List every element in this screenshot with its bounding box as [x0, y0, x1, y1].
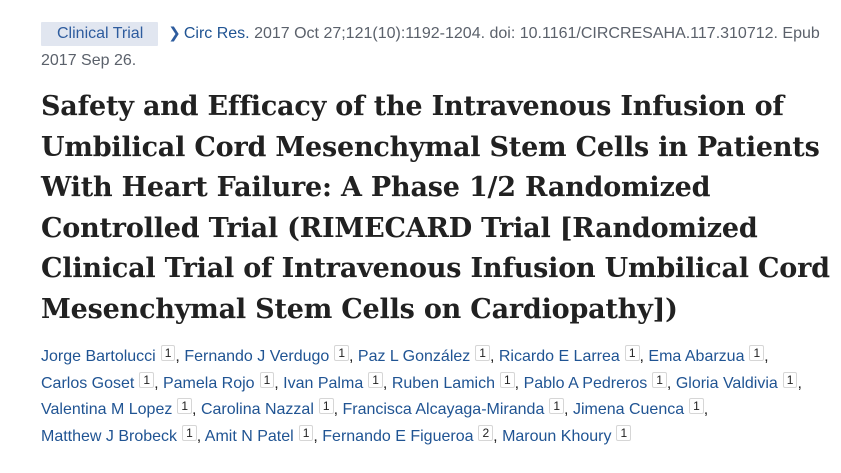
author-separator: ,	[313, 427, 318, 445]
author-name-link[interactable]: Valentina M Lopez	[41, 401, 173, 418]
author-separator: ,	[349, 348, 354, 365]
affiliation-badge[interactable]: 1	[139, 371, 155, 388]
affiliation-badge[interactable]: 2	[478, 424, 494, 441]
author-separator: ,	[175, 348, 180, 365]
author-item: Jorge Bartolucci 1,	[41, 345, 180, 365]
affiliation-badge[interactable]: 1	[549, 398, 565, 414]
affiliation-badge[interactable]: 1	[475, 345, 490, 361]
affiliation-badge[interactable]: 1	[749, 345, 765, 361]
journal-link[interactable]: Circ Res.	[183, 25, 250, 42]
author-item: Gloria Valdivia 1,	[675, 371, 802, 392]
affiliation-badge[interactable]: 1	[624, 345, 640, 361]
author-separator: ,	[274, 374, 279, 392]
affiliation-badge[interactable]: 1	[160, 345, 176, 361]
author-name-link[interactable]: Pamela Rojo	[162, 374, 255, 392]
author-name-link[interactable]: Jorge Bartolucci	[41, 348, 156, 365]
publication-type-badge[interactable]: Clinical Trial	[41, 22, 159, 46]
affiliation-badge[interactable]: 1	[499, 371, 515, 388]
author-separator: ,	[382, 374, 388, 392]
author-item: Ema Abarzua 1,	[648, 345, 769, 365]
author-separator: ,	[196, 427, 202, 445]
author-separator: ,	[493, 427, 498, 445]
author-name-link[interactable]: Francisca Alcayaga-Miranda	[342, 401, 545, 418]
chevron-right-icon[interactable]: ❯	[168, 25, 181, 42]
author-item: Ivan Palma 1,	[283, 371, 388, 392]
author-item: Fernando E Figueroa 2,	[322, 424, 498, 445]
author-item: Ricardo E Larrea 1,	[498, 345, 644, 365]
author-name-link[interactable]: Amit N Patel	[204, 427, 294, 445]
author-separator: ,	[797, 374, 802, 392]
author-name-link[interactable]: Pablo A Pedreros	[523, 374, 648, 392]
author-separator: ,	[514, 374, 520, 392]
author-name-link[interactable]: Maroun Khoury	[502, 427, 612, 445]
author-separator: ,	[154, 374, 159, 392]
author-name-link[interactable]: Ricardo E Larrea	[498, 348, 620, 365]
author-separator: ,	[639, 348, 644, 365]
affiliation-badge[interactable]: 1	[368, 371, 383, 388]
author-separator: ,	[489, 348, 495, 365]
author-item: Carolina Nazzal 1,	[200, 398, 339, 418]
author-name-link[interactable]: Jimena Cuenca	[572, 401, 685, 418]
author-separator: ,	[764, 348, 769, 365]
author-item: Ruben Lamich 1,	[391, 371, 520, 392]
affiliation-badge[interactable]: 1	[259, 371, 275, 388]
author-name-link[interactable]: Carlos Goset	[41, 374, 135, 392]
author-item: Amit N Patel 1,	[204, 424, 318, 445]
affiliation-badge[interactable]: 1	[689, 398, 704, 414]
author-name-link[interactable]: Carolina Nazzal	[200, 401, 314, 418]
author-separator: ,	[333, 401, 339, 418]
author-item: Carlos Goset 1,	[41, 371, 159, 392]
author-item: Maroun Khoury 1	[502, 424, 632, 445]
author-name-link[interactable]: Ruben Lamich	[391, 374, 495, 392]
author-item: Matthew J Brobeck 1,	[41, 424, 202, 445]
article-header: Clinical Trial ❯ Circ Res. 2017 Oct 27;121…	[41, 0, 831, 450]
author-name-link[interactable]: Ema Abarzua	[648, 348, 745, 365]
author-separator: ,	[564, 401, 569, 418]
author-item: Pablo A Pedreros 1,	[523, 371, 672, 392]
author-separator: ,	[666, 374, 672, 392]
author-separator: ,	[192, 401, 197, 418]
affiliation-badge[interactable]: 1	[182, 424, 197, 441]
affiliation-badge[interactable]: 1	[652, 371, 667, 388]
affiliation-badge[interactable]: 1	[298, 424, 314, 441]
author-separator: ,	[703, 401, 709, 418]
author-name-link[interactable]: Gloria Valdivia	[675, 374, 778, 392]
article-title: Safety and Efficacy of the Intravenous I…	[41, 91, 830, 325]
author-name-link[interactable]: Matthew J Brobeck	[41, 427, 178, 445]
author-item: Francisca Alcayaga-Miranda 1,	[342, 398, 569, 418]
affiliation-badge[interactable]: 1	[616, 424, 632, 441]
author-name-link[interactable]: Ivan Palma	[283, 374, 364, 392]
author-item: Fernando J Verdugo 1,	[184, 345, 354, 365]
author-name-link[interactable]: Fernando J Verdugo	[184, 348, 330, 365]
citation-line: Clinical Trial ❯ Circ Res. 2017 Oct 27;121…	[41, 20, 831, 74]
authors-list: Jorge Bartolucci 1, Fernando J Verdugo 1, …	[41, 344, 831, 450]
author-item: Paz L González 1,	[357, 345, 495, 365]
author-item: Jimena Cuenca 1,	[572, 398, 709, 418]
author-item: Pamela Rojo 1,	[162, 371, 279, 392]
author-item: Valentina M Lopez 1,	[41, 398, 197, 418]
affiliation-badge[interactable]: 1	[177, 398, 193, 414]
affiliation-badge[interactable]: 1	[318, 398, 334, 414]
author-name-link[interactable]: Paz L González	[357, 348, 471, 365]
affiliation-badge[interactable]: 1	[782, 371, 798, 388]
citation-details: 2017 Oct 27;121(10):1192-1204. doi: 10.1…	[41, 25, 820, 69]
author-name-link[interactable]: Fernando E Figueroa	[322, 427, 474, 445]
affiliation-badge[interactable]: 1	[334, 345, 349, 361]
